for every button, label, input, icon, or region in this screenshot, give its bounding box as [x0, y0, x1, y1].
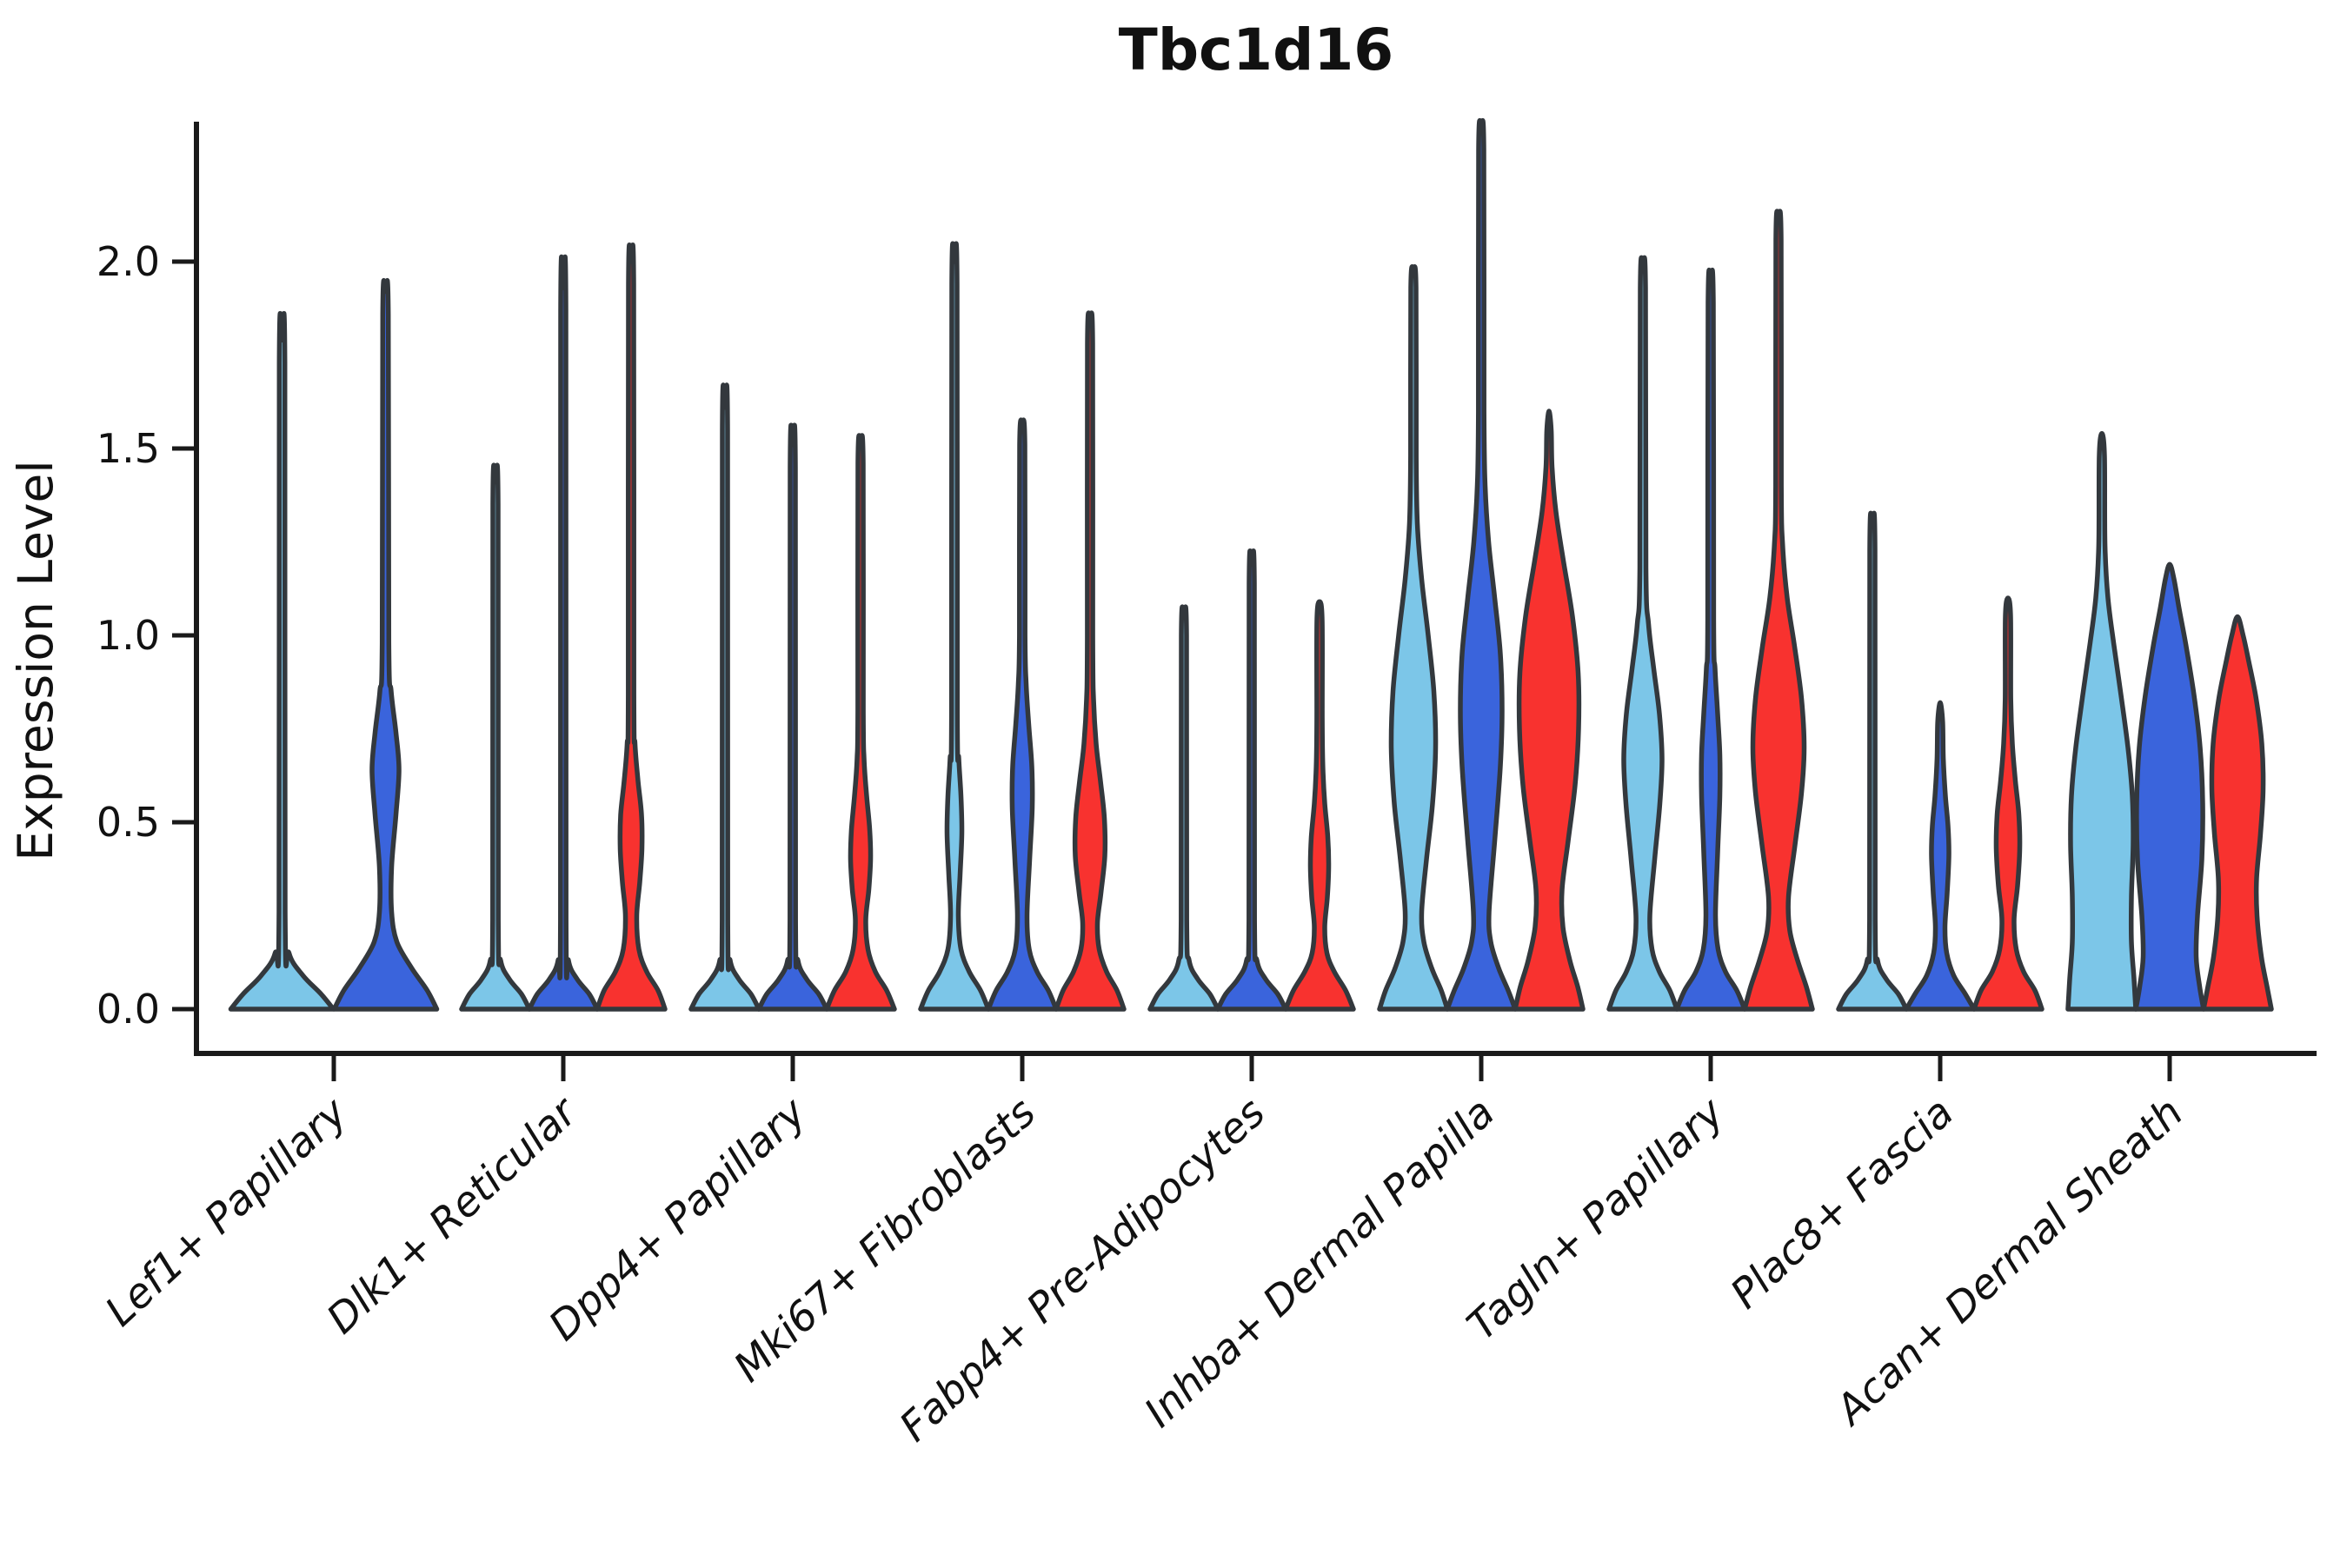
y-tick-label: 2.0 — [96, 238, 160, 285]
y-tick-label: 1.5 — [96, 425, 160, 472]
y-axis-label: Expression Level — [8, 460, 63, 860]
x-tick-label-8: Plac8+ Fascia — [1722, 1089, 1964, 1319]
violin-5-lightblue — [1147, 604, 1220, 1012]
axes-spines — [194, 122, 2317, 1056]
violin-group-layer — [228, 117, 2274, 1012]
x-tick-label-1: Lef1+ Papillary — [96, 1088, 357, 1336]
y-tick-label: 1.0 — [96, 612, 160, 659]
violin-6-blue — [1445, 117, 1518, 1012]
violin-4-blue — [986, 417, 1059, 1012]
violin-5-blue — [1215, 548, 1288, 1012]
violin-1-blue — [331, 277, 440, 1012]
violin-3-blue — [756, 422, 829, 1012]
violin-8-blue — [1904, 700, 1977, 1012]
violin-2-lightblue — [459, 462, 532, 1012]
x-tick-label-2: Dlk1+ Reticular — [318, 1087, 588, 1344]
violin-7-lightblue — [1606, 255, 1679, 1012]
violin-1-lightblue — [228, 311, 336, 1012]
violin-3-red — [824, 433, 897, 1012]
violin-7-blue — [1674, 267, 1747, 1012]
violin-9-blue — [2133, 561, 2206, 1012]
y-tick-label: 0.0 — [96, 986, 160, 1033]
violin-2-red — [595, 242, 668, 1012]
violin-9-red — [2201, 614, 2274, 1012]
violin-6-red — [1513, 409, 1586, 1012]
violin-4-red — [1054, 310, 1127, 1012]
violin-3-lightblue — [688, 382, 761, 1012]
violin-9-lightblue — [2065, 431, 2138, 1012]
violin-7-red — [1742, 209, 1815, 1012]
violin-2-blue — [527, 254, 600, 1012]
violin-8-red — [1971, 595, 2044, 1012]
y-tick-label: 0.5 — [96, 799, 160, 846]
violin-5-red — [1283, 599, 1356, 1012]
violin-8-lightblue — [1836, 510, 1909, 1012]
chart-title: Tbc1d16 — [1119, 17, 1393, 83]
violin-6-lightblue — [1377, 264, 1450, 1012]
x-tick-label-5: Fabp4+ Pre-Adipocytes — [891, 1089, 1275, 1452]
violin-4-lightblue — [918, 241, 991, 1012]
